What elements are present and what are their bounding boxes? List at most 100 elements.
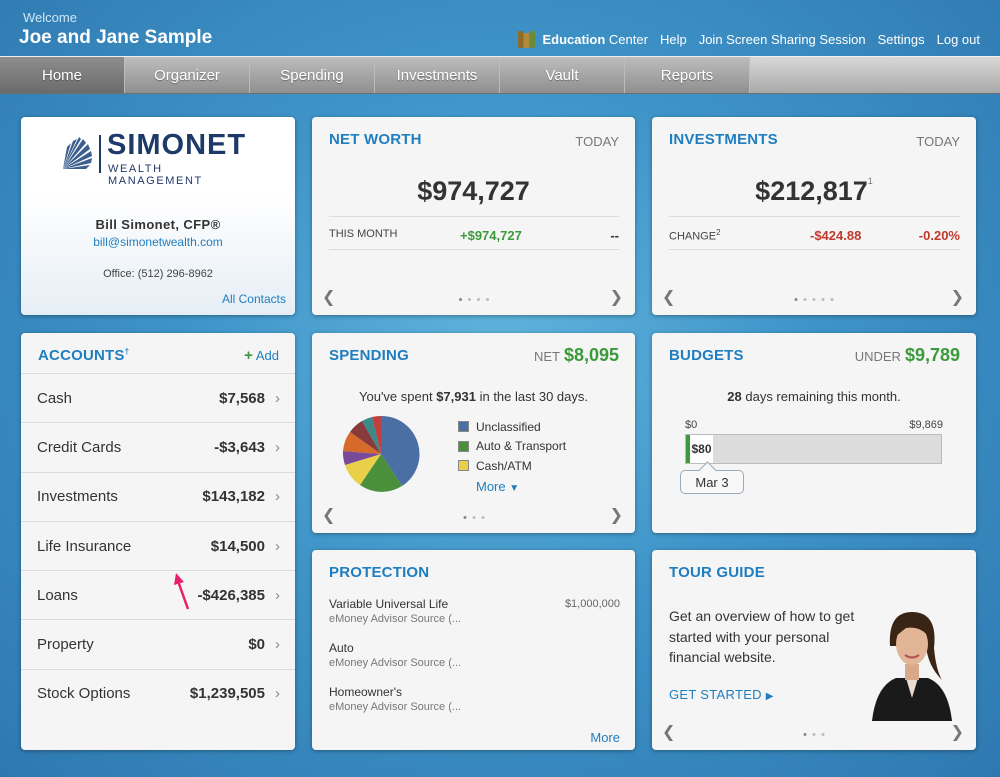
pager-dot[interactable]: [485, 298, 489, 301]
accounts-title: ACCOUNTS: [38, 347, 125, 364]
investments-title: INVESTMENTS: [669, 131, 778, 148]
budget-progress-fill: [686, 435, 690, 463]
spending-summary: You've spent $7,931 in the last 30 days.: [312, 389, 635, 404]
nav-tab-home[interactable]: Home: [0, 57, 125, 93]
account-row-credit-cards[interactable]: Credit Cards -$3,643 ›: [21, 422, 295, 471]
spending-net-value: $8,095: [563, 345, 619, 365]
advisor-office-phone: Office: (512) 296-8962: [103, 268, 213, 280]
all-contacts-link[interactable]: All Contacts: [221, 292, 286, 306]
account-row-life-insurance[interactable]: Life Insurance $14,500 ›: [21, 520, 295, 570]
account-value: $143,182: [202, 488, 265, 506]
accounts-list: Cash $7,568 › Credit Cards -$3,643 › Investmen…: [21, 373, 295, 718]
tour-guide-card: TOUR GUIDE Get an overview of how to get…: [652, 550, 976, 750]
pager-dot[interactable]: [458, 298, 462, 301]
protection-item[interactable]: Variable Universal Life eMoney Advisor So…: [329, 597, 461, 625]
pager-dot[interactable]: [803, 733, 807, 736]
education-center-link[interactable]: Education Center: [518, 30, 648, 48]
account-value: $7,568: [219, 389, 265, 407]
next-arrow-icon[interactable]: ❯: [950, 724, 964, 741]
welcome-label: Welcome: [23, 10, 77, 25]
plus-icon: +: [244, 347, 253, 364]
prev-arrow-icon[interactable]: ❮: [322, 289, 336, 306]
account-value: $14,500: [210, 537, 265, 555]
protection-item[interactable]: Auto eMoney Advisor Source (...: [329, 641, 461, 669]
next-arrow-icon[interactable]: ❯: [609, 507, 623, 524]
spending-more-button[interactable]: More ▼: [476, 479, 519, 494]
pie-slice-other: [350, 421, 381, 454]
divider: [329, 249, 619, 250]
advisor-name: Bill Simonet, CFP®: [95, 217, 221, 232]
account-row-property[interactable]: Property $0 ›: [21, 619, 295, 668]
prev-arrow-icon[interactable]: ❮: [662, 724, 676, 741]
pager-dot[interactable]: [467, 298, 471, 301]
account-value: $1,239,505: [189, 685, 265, 703]
add-account-button[interactable]: + Add: [244, 347, 279, 364]
pager-dot[interactable]: [803, 298, 807, 301]
budget-date-tooltip: Mar 3: [680, 470, 744, 494]
advisor-email-link[interactable]: bill@simonetwealth.com: [93, 235, 223, 249]
next-arrow-icon[interactable]: ❯: [609, 289, 623, 306]
logout-link[interactable]: Log out: [936, 31, 980, 47]
shell-logo-icon: [63, 135, 101, 173]
caret-down-icon: ▼: [509, 483, 520, 494]
help-link[interactable]: Help: [659, 31, 687, 47]
nav-tab-reports[interactable]: Reports: [625, 57, 750, 93]
account-row-loans[interactable]: Loans -$426,385 ›: [21, 570, 295, 619]
protection-card: PROTECTION Variable Universal Life eMoney…: [312, 550, 635, 750]
nav-tabs: Home Organizer Spending Investments Vault Rep…: [0, 57, 1000, 93]
pager-dots: [463, 516, 484, 519]
investments-card: INVESTMENTS TODAY $212,8171 CHANGE2 -$42…: [652, 117, 976, 315]
account-row-cash[interactable]: Cash $7,568 ›: [21, 373, 295, 422]
pager-dot[interactable]: [794, 298, 798, 301]
next-arrow-icon[interactable]: ❯: [950, 289, 964, 306]
pager-dot[interactable]: [481, 516, 484, 519]
screen-share-link[interactable]: Join Screen Sharing Session: [698, 31, 866, 47]
pager-dot[interactable]: [812, 733, 816, 736]
protection-item-source: eMoney Advisor Source (...: [329, 613, 462, 625]
spending-text-pre: You've spent: [359, 389, 433, 404]
protection-item[interactable]: Homeowner's eMoney Advisor Source (...: [329, 685, 461, 713]
education-rest: Center: [608, 31, 648, 47]
account-value: -$426,385: [197, 586, 265, 604]
budgets-title: BUDGETS: [669, 347, 744, 364]
account-label: Loans: [37, 586, 78, 604]
investments-period: TODAY: [916, 134, 960, 149]
pager-dot[interactable]: [830, 298, 834, 301]
spending-pie-chart[interactable]: [340, 413, 422, 495]
get-started-label: GET STARTED: [669, 687, 762, 702]
budgets-under-value: $9,789: [904, 345, 960, 365]
investments-value: $212,817: [755, 176, 868, 206]
net-worth-card: NET WORTH TODAY $974,727 THIS MONTH +$97…: [312, 117, 635, 315]
account-row-stock-options[interactable]: Stock Options $1,239,505 ›: [21, 668, 295, 718]
pie-slice-unclassified: [381, 415, 420, 486]
simonet-logo: SIMONET WEALTH MANAGEMENT: [59, 129, 259, 187]
budget-bar-max: $9,869: [909, 419, 943, 431]
budgets-under: UNDER $9,789: [855, 345, 960, 366]
nav-tab-investments[interactable]: Investments: [375, 57, 500, 93]
account-row-investments[interactable]: Investments $143,182 ›: [21, 471, 295, 521]
logo-name: SIMONET: [107, 129, 247, 161]
tour-text: Get an overview of how to get started wi…: [669, 608, 855, 665]
pager-dot[interactable]: [812, 298, 816, 301]
legend-label: Cash/ATM: [476, 458, 532, 473]
pager-dot[interactable]: [821, 733, 825, 736]
divider: [329, 216, 619, 217]
pager-dots: [794, 298, 834, 301]
pager-dot[interactable]: [463, 516, 466, 519]
prev-arrow-icon[interactable]: ❮: [322, 507, 336, 524]
pager-dot[interactable]: [472, 516, 475, 519]
settings-link[interactable]: Settings: [877, 31, 925, 47]
account-label: Cash: [37, 389, 73, 407]
protection-more-link[interactable]: More: [590, 730, 620, 745]
prev-arrow-icon[interactable]: ❮: [662, 289, 676, 306]
pager-dot[interactable]: [821, 298, 825, 301]
add-label: Add: [255, 348, 279, 363]
budget-progress-bar[interactable]: $80: [685, 434, 942, 464]
get-started-link[interactable]: GET STARTED ▶: [669, 687, 774, 702]
nav-tab-spending[interactable]: Spending: [250, 57, 375, 93]
nav-tab-vault[interactable]: Vault: [500, 57, 625, 93]
spending-text-post: in the last 30 days.: [479, 389, 588, 404]
pager-dot[interactable]: [476, 298, 480, 301]
account-label: Life Insurance: [37, 537, 132, 555]
nav-tab-organizer[interactable]: Organizer: [125, 57, 250, 93]
